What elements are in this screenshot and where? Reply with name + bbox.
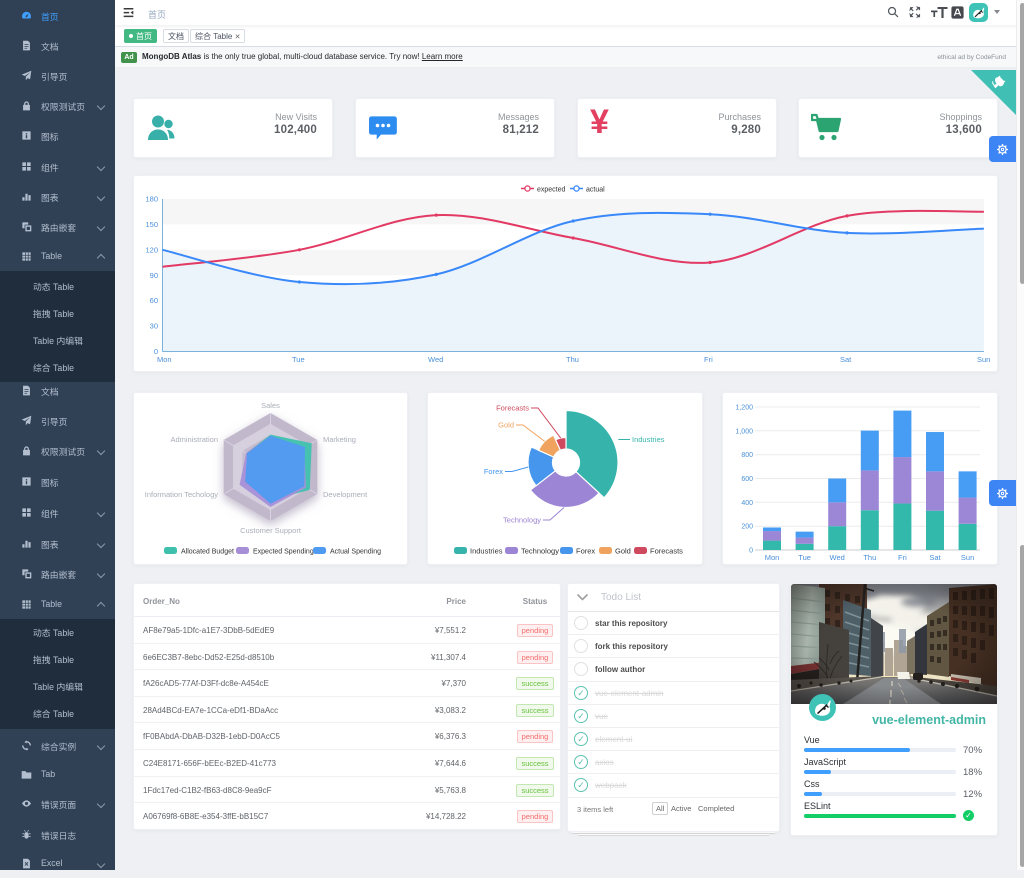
svg-text:Allocated Budget: Allocated Budget [181, 549, 234, 556]
svg-text:Forecasts: Forecasts [650, 547, 683, 556]
svg-text:0: 0 [154, 347, 158, 356]
svg-text:Gold: Gold [615, 547, 631, 556]
svg-text:Thu: Thu [566, 355, 579, 364]
svg-text:Industries: Industries [470, 547, 503, 556]
svg-text:30: 30 [150, 322, 158, 331]
svg-text:Fri: Fri [704, 355, 713, 364]
svg-text:Mon: Mon [157, 355, 172, 364]
svg-text:actual: actual [586, 187, 605, 194]
svg-text:1,200: 1,200 [735, 405, 753, 412]
svg-text:Mon: Mon [765, 553, 780, 562]
svg-text:Actual Spending: Actual Spending [330, 549, 381, 556]
svg-text:Sun: Sun [961, 553, 974, 562]
svg-text:Tue: Tue [292, 355, 305, 364]
svg-text:Forex: Forex [576, 547, 595, 556]
svg-text:Sun: Sun [977, 355, 990, 364]
svg-text:Sat: Sat [929, 553, 941, 562]
svg-text:Wed: Wed [830, 553, 845, 562]
svg-text:Forex: Forex [484, 467, 503, 476]
svg-text:150: 150 [145, 220, 158, 229]
svg-text:Industries: Industries [632, 435, 665, 444]
svg-text:90: 90 [150, 271, 158, 280]
svg-text:Expected Spending: Expected Spending [253, 549, 314, 556]
svg-text:Sales: Sales [261, 401, 280, 410]
svg-text:0: 0 [749, 548, 753, 555]
svg-text:Thu: Thu [863, 553, 876, 562]
svg-text:Development: Development [323, 490, 368, 499]
svg-text:Information Techology: Information Techology [145, 490, 218, 499]
svg-text:Forecasts: Forecasts [496, 404, 529, 413]
svg-text:Technology: Technology [521, 547, 559, 556]
svg-text:Customer Support: Customer Support [240, 526, 302, 535]
svg-text:Gold: Gold [498, 421, 514, 430]
svg-text:Marketing: Marketing [323, 435, 356, 444]
svg-text:200: 200 [741, 524, 753, 531]
svg-text:Sat: Sat [840, 355, 852, 364]
svg-text:60: 60 [150, 296, 158, 305]
svg-text:1,000: 1,000 [735, 428, 753, 435]
svg-text:Administration: Administration [170, 435, 218, 444]
svg-text:Technology: Technology [503, 516, 541, 525]
svg-text:400: 400 [741, 500, 753, 507]
svg-text:600: 600 [741, 476, 753, 483]
svg-text:800: 800 [741, 452, 753, 459]
svg-text:Tue: Tue [798, 553, 811, 562]
svg-text:Wed: Wed [428, 355, 443, 364]
svg-text:120: 120 [145, 245, 158, 254]
svg-text:Fri: Fri [898, 553, 907, 562]
svg-text:expected: expected [537, 187, 566, 194]
svg-text:180: 180 [145, 195, 158, 204]
